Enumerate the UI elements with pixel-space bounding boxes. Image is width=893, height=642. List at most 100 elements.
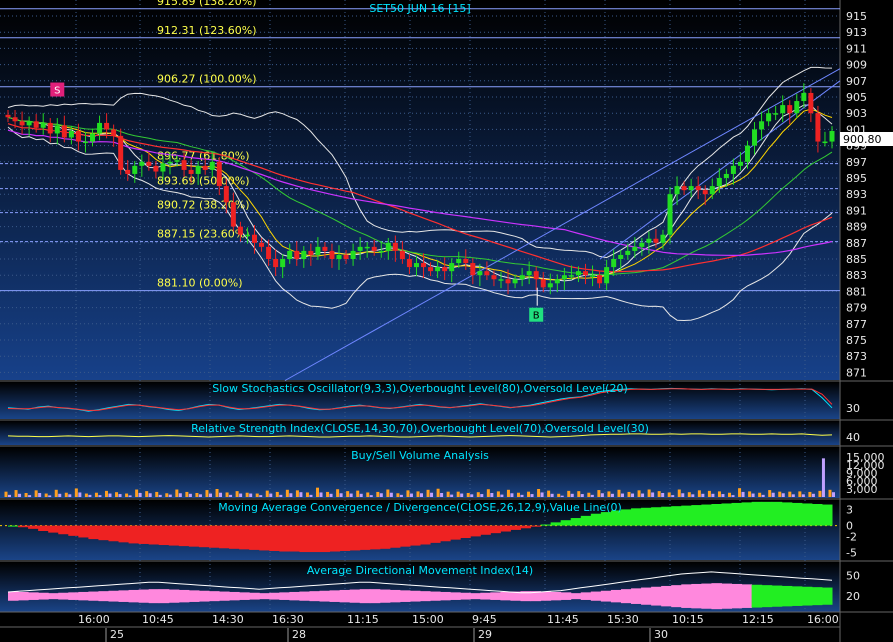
candle-body: [470, 263, 476, 276]
volume-bar: [476, 492, 480, 497]
adx-bar: [811, 587, 823, 606]
price-tick-label: 873: [846, 350, 867, 363]
volume-bar: [691, 494, 695, 497]
volume-bar: [671, 495, 675, 497]
macd-bar: [801, 503, 813, 526]
candle-body: [766, 113, 772, 122]
adx-line: [7, 571, 833, 594]
price-tick-label: 877: [846, 318, 867, 331]
adx-bar: [148, 589, 160, 604]
candle-body: [378, 250, 384, 253]
macd-bar: [460, 525, 471, 539]
adx-bar: [701, 583, 712, 609]
macd-bar: [219, 525, 230, 549]
candle-body: [688, 186, 694, 191]
volume-bar: [711, 493, 715, 497]
candle-body: [702, 190, 708, 195]
candle-body: [456, 259, 462, 264]
macd-bar: [198, 525, 210, 548]
volume-bar: [78, 492, 82, 497]
candle-body: [266, 246, 272, 259]
fib-level-label: 896.77 (61.80%): [157, 150, 250, 163]
ma-green-line: [7, 116, 833, 276]
candle-body: [216, 161, 222, 187]
candle-body: [561, 275, 567, 280]
volume-bar: [607, 491, 611, 497]
volume-bar: [339, 493, 343, 497]
adx-bar: [359, 589, 371, 604]
adx-bar: [58, 592, 69, 600]
fib-level-label: 915.89 (138.20%): [157, 0, 257, 8]
volume-bar: [379, 493, 383, 497]
macd-bar: [470, 525, 481, 537]
candle-body: [90, 133, 96, 142]
candle-body: [681, 186, 687, 191]
macd-bar: [590, 513, 602, 526]
volume-bar: [631, 493, 635, 497]
stochastic-line: [7, 388, 833, 412]
adx-bar: [249, 592, 260, 600]
volume-bar: [416, 491, 420, 497]
candle-body: [554, 279, 560, 284]
volume-bar: [470, 494, 474, 497]
adx-bar: [399, 590, 411, 602]
adx-bar: [711, 583, 722, 610]
time-axis-label: 11:15: [347, 613, 379, 626]
macd-bar: [741, 502, 753, 526]
candle-body: [660, 234, 666, 243]
volume-bar: [761, 494, 765, 497]
candle-body: [19, 121, 25, 126]
volume-bar: [14, 490, 18, 497]
volume-bar: [98, 495, 102, 497]
macd-bar: [78, 525, 89, 538]
volume-bar: [818, 490, 822, 497]
volume-tick-label: 12,000: [846, 459, 885, 472]
macd-tick-label: -5: [846, 547, 857, 560]
candle-body: [463, 259, 469, 264]
volume-bar: [115, 492, 119, 497]
stochastic-title: Slow Stochastics Oscillator(9,3,3),Overb…: [212, 382, 628, 395]
date-axis-label: 30: [654, 628, 668, 641]
adx-bar: [490, 592, 501, 600]
volume-bar: [801, 494, 805, 497]
fib-level-label: 912.31 (123.60%): [157, 24, 257, 37]
signal-box: [50, 82, 65, 97]
volume-bar: [309, 494, 313, 497]
candle-body: [780, 105, 786, 114]
adx-bar: [530, 591, 542, 602]
volume-bar: [336, 489, 340, 497]
candle-body: [167, 161, 173, 164]
volume-bar: [641, 493, 645, 497]
volume-bar: [88, 494, 92, 497]
adx-bar: [671, 585, 682, 608]
candle-body: [47, 122, 53, 134]
volume-bar: [205, 490, 209, 497]
macd-bar: [510, 525, 521, 530]
adx-bar: [560, 592, 572, 600]
sub-indicators: [0, 387, 840, 610]
adx-bar: [460, 592, 471, 600]
macd-bar: [128, 525, 140, 544]
candle-body: [695, 186, 701, 191]
volume-bar: [235, 491, 239, 497]
macd-bar: [48, 525, 59, 533]
volume-bar: [104, 490, 108, 497]
candle-body: [597, 275, 603, 284]
time-axis-label: 10:15: [672, 613, 704, 626]
macd-bar: [168, 525, 180, 546]
macd-bar: [490, 525, 501, 534]
volume-bar: [791, 494, 795, 497]
volume-tick-label: 6,000: [846, 475, 878, 488]
adx-bar: [550, 591, 562, 601]
candle-body: [794, 101, 800, 114]
adx-bar: [88, 591, 99, 601]
candle-body: [294, 250, 300, 259]
volume-bar: [500, 494, 504, 497]
svg-text:900.80: 900.80: [843, 133, 882, 146]
candle-body: [399, 250, 405, 259]
volume-bar: [48, 495, 52, 497]
volume-bar: [828, 489, 832, 497]
candle-body: [336, 254, 342, 259]
macd-bar: [781, 502, 793, 526]
volume-bar: [446, 491, 450, 497]
